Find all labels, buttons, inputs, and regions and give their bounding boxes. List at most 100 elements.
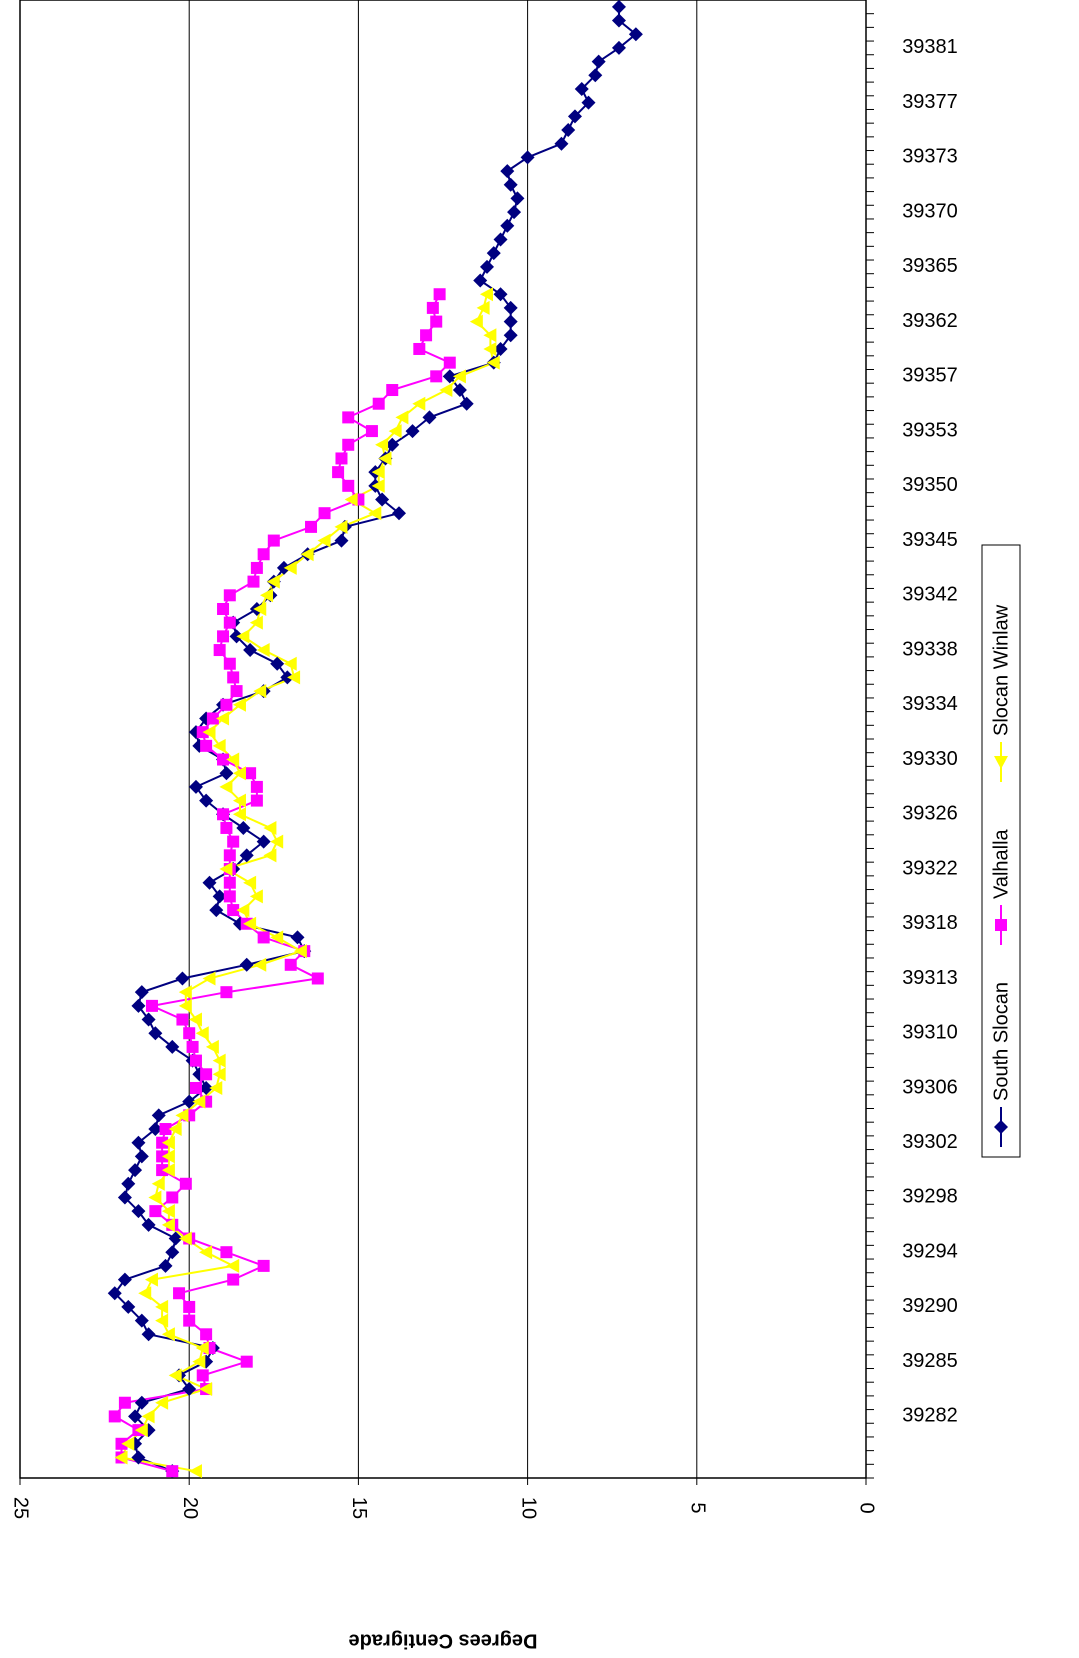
data-point	[212, 738, 226, 753]
data-point	[188, 1464, 202, 1479]
data-point	[386, 384, 399, 397]
data-point	[183, 1314, 196, 1327]
data-point	[442, 369, 457, 384]
data-point	[561, 123, 576, 138]
data-point	[256, 834, 271, 849]
data-point	[486, 355, 500, 370]
data-point	[591, 54, 606, 69]
data-point	[166, 1191, 179, 1204]
data-point	[395, 410, 409, 425]
data-point	[213, 644, 226, 657]
category-label: 39322	[902, 857, 958, 879]
category-label: 39350	[902, 474, 958, 496]
data-point	[611, 0, 626, 14]
data-point	[209, 903, 224, 918]
data-point	[483, 328, 497, 343]
data-point	[270, 656, 285, 671]
data-point	[226, 752, 240, 767]
data-point	[270, 834, 284, 849]
data-point	[161, 1204, 175, 1219]
data-point	[206, 712, 219, 725]
data-point	[223, 890, 236, 903]
data-point	[287, 670, 301, 685]
category-label: 39362	[902, 310, 958, 332]
data-point	[335, 452, 348, 465]
data-point	[166, 1465, 179, 1478]
data-point	[507, 205, 522, 220]
data-point	[217, 630, 230, 643]
data-point	[493, 287, 508, 302]
data-point	[141, 1409, 155, 1424]
data-point	[217, 753, 230, 766]
category-label: 39365	[902, 255, 958, 277]
data-point	[260, 588, 274, 603]
category-label: 39377	[902, 91, 958, 113]
data-point	[134, 985, 149, 1000]
data-point	[199, 793, 214, 808]
data-point	[128, 1163, 143, 1178]
data-point	[148, 1122, 163, 1137]
data-point	[452, 369, 466, 384]
data-point	[199, 1382, 213, 1397]
data-point	[212, 1053, 226, 1068]
data-point	[212, 889, 227, 904]
data-point	[176, 1013, 189, 1026]
data-point	[165, 1039, 180, 1054]
data-point	[128, 1409, 143, 1424]
value-tick-label: 5	[687, 1502, 709, 1513]
data-point	[134, 1395, 149, 1410]
data-point	[250, 780, 263, 793]
data-point	[117, 1190, 132, 1205]
data-point	[257, 1259, 270, 1272]
data-point	[107, 1286, 122, 1301]
data-point	[168, 1122, 182, 1137]
data-point	[219, 779, 233, 794]
data-point	[223, 589, 236, 602]
axis-title: Degrees Centigrade	[349, 1630, 538, 1652]
data-point	[479, 287, 493, 302]
data-point	[244, 767, 257, 780]
legend-marker	[994, 1120, 1008, 1134]
data-point	[243, 916, 257, 931]
data-point	[253, 957, 267, 972]
data-point	[168, 1368, 182, 1383]
legend-label: Slocan Winlaw	[990, 604, 1012, 736]
data-point	[483, 341, 497, 356]
data-point	[212, 1067, 226, 1082]
data-point	[226, 1258, 240, 1273]
legend-label: Valhalla	[990, 828, 1012, 899]
data-point	[284, 958, 297, 971]
category-label: 39310	[902, 1022, 958, 1044]
data-point	[433, 288, 446, 301]
data-point	[151, 1108, 166, 1123]
category-label: 39290	[902, 1295, 958, 1317]
data-point	[236, 629, 250, 644]
data-point	[121, 1299, 136, 1314]
data-point	[311, 972, 324, 985]
data-point	[588, 68, 603, 83]
data-point	[227, 835, 240, 848]
data-point	[141, 1327, 156, 1342]
data-point	[179, 1177, 192, 1190]
data-point	[161, 1327, 175, 1342]
data-point	[178, 1231, 192, 1246]
data-point	[300, 547, 314, 562]
category-label: 39306	[902, 1076, 958, 1098]
data-point	[443, 356, 456, 369]
data-point	[305, 520, 318, 533]
category-label: 39338	[902, 638, 958, 660]
data-point	[161, 1135, 175, 1150]
data-point	[175, 1108, 189, 1123]
data-point	[202, 971, 216, 986]
data-point	[332, 466, 345, 479]
data-point	[256, 643, 270, 658]
data-point	[574, 81, 589, 96]
data-point	[219, 862, 233, 877]
category-label: 39334	[902, 693, 958, 715]
data-point	[138, 1286, 152, 1301]
data-point	[223, 616, 236, 629]
data-point	[168, 1231, 183, 1246]
data-point	[141, 1012, 156, 1027]
data-point	[219, 766, 234, 781]
data-point	[469, 314, 483, 329]
